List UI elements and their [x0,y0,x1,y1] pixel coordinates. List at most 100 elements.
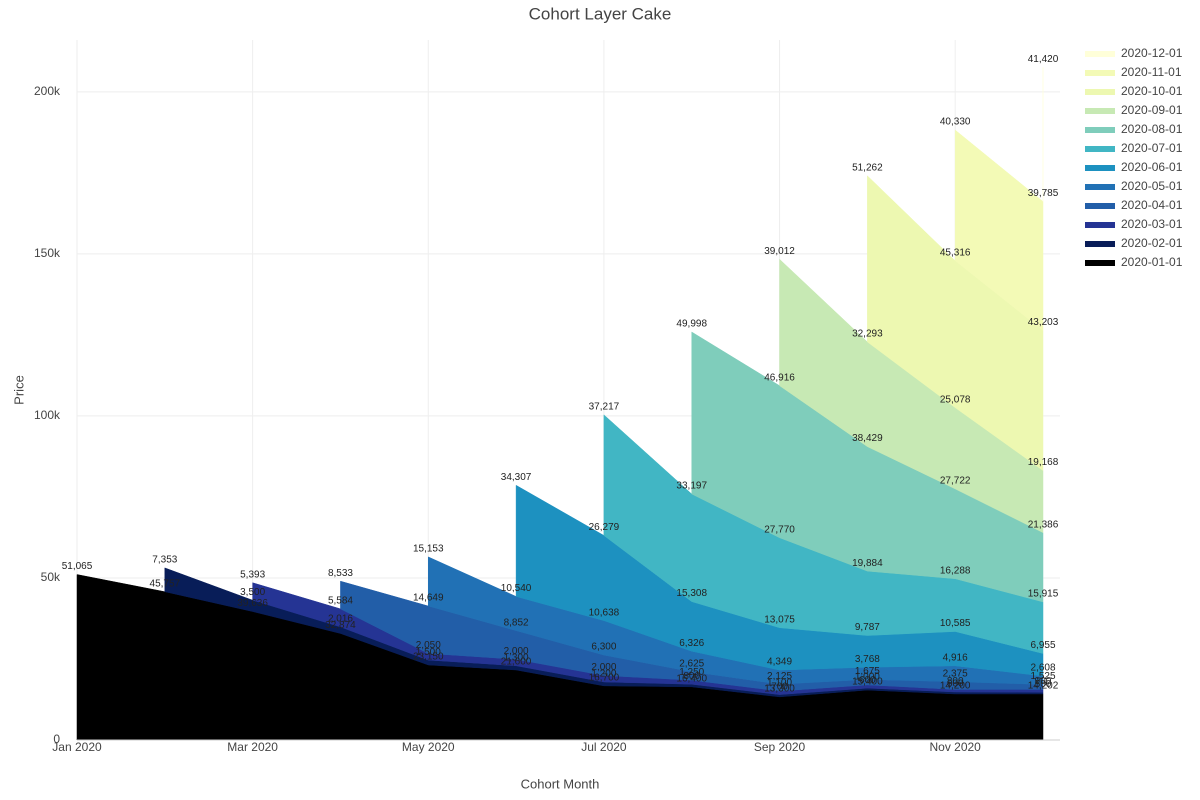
value-label: 39,785 [1028,188,1059,199]
value-label: 21,600 [501,657,532,668]
legend-swatch [1085,89,1115,95]
value-label: 10,540 [501,583,532,594]
value-label: 600 [947,679,964,690]
value-label: 27,770 [764,524,795,535]
value-label: 37,217 [589,401,620,412]
value-label: 1,300 [504,652,529,663]
value-label: 15,153 [413,544,444,555]
value-label: 39,636 [237,598,268,609]
value-label: 600 [859,675,876,686]
value-label: 49,998 [676,319,707,330]
value-label: 19,168 [1028,457,1059,468]
value-label: 800 [947,676,964,687]
value-label: 16,700 [589,673,620,684]
x-tick-label: Mar 2020 [227,740,278,754]
value-label: 2,608 [1030,663,1055,674]
legend-label: 2020-04-01 [1121,198,1183,212]
y-axis-title: Price [11,375,26,405]
value-label: 39,012 [764,246,795,257]
legend-swatch [1085,241,1115,247]
value-label: 32,874 [325,620,356,631]
value-label: 6,326 [679,638,704,649]
value-label: 33,197 [676,481,707,492]
value-label: 46,916 [764,372,795,383]
value-label: 10,638 [589,607,620,618]
value-label: 500 [1035,679,1052,690]
legend-label: 2020-01-01 [1121,255,1183,269]
x-tick-label: Jul 2020 [581,740,627,754]
value-label: 1,100 [767,678,792,689]
x-tick-label: Sep 2020 [754,740,806,754]
value-label: 13,075 [764,614,795,625]
value-label: 41,420 [1028,54,1059,65]
value-label: 1,500 [416,647,441,658]
value-label: 16,288 [940,565,971,576]
legend-label: 2020-05-01 [1121,179,1183,193]
value-label: 2,016 [328,614,353,625]
value-label: 4,349 [767,657,792,668]
value-label: 8,852 [504,617,529,628]
value-label: 1,000 [855,672,880,683]
value-label: 2,000 [504,646,529,657]
legend-label: 2020-02-01 [1121,236,1183,250]
value-label: 10,585 [940,618,971,629]
value-label: 2,625 [679,658,704,669]
legend-swatch [1085,165,1115,171]
legend-swatch [1085,203,1115,209]
legend-label: 2020-08-01 [1121,122,1183,136]
value-label: 51,065 [62,561,93,572]
value-label: 23,150 [413,652,444,663]
legend-swatch [1085,70,1115,76]
y-tick-label: 200k [34,84,61,98]
y-tick-label: 150k [34,246,61,260]
legend-swatch [1085,184,1115,190]
chart-title: Cohort Layer Cake [529,4,672,23]
value-label: 51,262 [852,162,883,173]
legend-swatch [1085,222,1115,228]
value-label: 15,308 [676,588,707,599]
legend-swatch [1085,108,1115,114]
value-label: 45,757 [150,578,181,589]
value-label: 4,916 [943,652,968,663]
value-label: 16,400 [676,673,707,684]
value-label: 2,125 [767,671,792,682]
x-tick-label: Jan 2020 [52,740,102,754]
legend-label: 2020-03-01 [1121,217,1183,231]
value-label: 6,300 [591,642,616,653]
x-tick-label: May 2020 [402,740,455,754]
value-label: 1,675 [855,666,880,677]
value-label: 40,330 [940,117,971,128]
y-tick-label: 50k [41,570,61,584]
legend-swatch [1085,127,1115,133]
value-label: 43,203 [1028,317,1059,328]
value-label: 1,200 [591,669,616,680]
value-label: 32,293 [852,329,883,340]
value-label: 7,353 [152,555,177,566]
value-label: 14,200 [940,681,971,692]
value-label: 5,584 [328,595,353,606]
value-label: 900 [1035,676,1052,687]
legend-label: 2020-07-01 [1121,141,1183,155]
value-label: 3,768 [855,654,880,665]
value-label: 38,429 [852,433,883,444]
y-tick-label: 0 [53,732,60,746]
value-label: 700 [771,681,788,692]
value-label: 14,649 [413,593,444,604]
legend-swatch [1085,146,1115,152]
value-label: 6,955 [1030,640,1055,651]
x-axis-title: Cohort Month [521,776,600,791]
value-label: 2,375 [943,668,968,679]
value-label: 800 [683,671,700,682]
value-label: 3,500 [240,587,265,598]
legend-swatch [1085,260,1115,266]
legend-swatch [1085,51,1115,57]
value-label: 2,000 [591,662,616,673]
value-label: 13,300 [764,684,795,695]
value-label: 27,722 [940,476,971,487]
value-label: 14,202 [1028,681,1059,692]
legend-label: 2020-12-01 [1121,46,1183,60]
value-label: 8,533 [328,568,353,579]
value-label: 1,250 [679,667,704,678]
value-label: 9,787 [855,622,880,633]
